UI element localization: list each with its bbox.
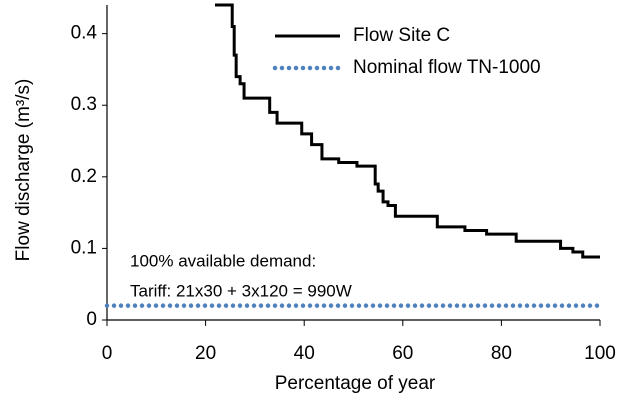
y-tick-label: 0.3: [71, 94, 97, 115]
x-tick-label: 0: [102, 343, 113, 364]
y-tick-label: 0.1: [71, 237, 97, 258]
x-tick-label: 80: [491, 343, 512, 364]
x-tick-label: 60: [392, 343, 413, 364]
y-tick-label: 0.2: [71, 166, 97, 187]
annotation: Tariff: 21x30 + 3x120 = 990W: [130, 281, 352, 300]
y-tick-label: 0.4: [71, 23, 98, 44]
x-axis-label: Percentage of year: [275, 373, 436, 394]
x-tick-label: 40: [294, 343, 315, 364]
y-tick-label: 0: [86, 309, 97, 330]
y-axis-label: Flow discharge (m³/s): [13, 79, 34, 262]
x-tick-label: 100: [584, 343, 616, 364]
legend-label: Nominal flow TN-1000: [353, 57, 541, 78]
annotation: 100% available demand:: [130, 251, 316, 270]
x-tick-label: 20: [195, 343, 216, 364]
legend-label: Flow Site C: [353, 25, 450, 46]
series-line: [214, 3, 600, 259]
